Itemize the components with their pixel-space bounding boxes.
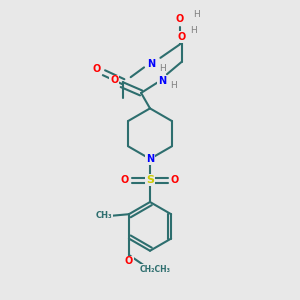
Text: N: N (146, 154, 154, 164)
Text: H: H (170, 81, 177, 90)
Text: CH₃: CH₃ (96, 211, 112, 220)
Text: N: N (158, 76, 166, 86)
Text: H: H (193, 10, 200, 19)
Text: N: N (147, 59, 155, 69)
Text: O: O (178, 32, 186, 42)
Text: O: O (125, 256, 133, 266)
Text: O: O (121, 175, 129, 185)
Text: O: O (171, 175, 179, 185)
Text: S: S (146, 175, 154, 185)
Text: O: O (110, 76, 118, 85)
Text: H: H (190, 26, 196, 35)
Text: O: O (176, 14, 184, 24)
Text: O: O (93, 64, 101, 74)
Text: H: H (159, 64, 166, 73)
Text: CH₂CH₃: CH₂CH₃ (139, 265, 170, 274)
